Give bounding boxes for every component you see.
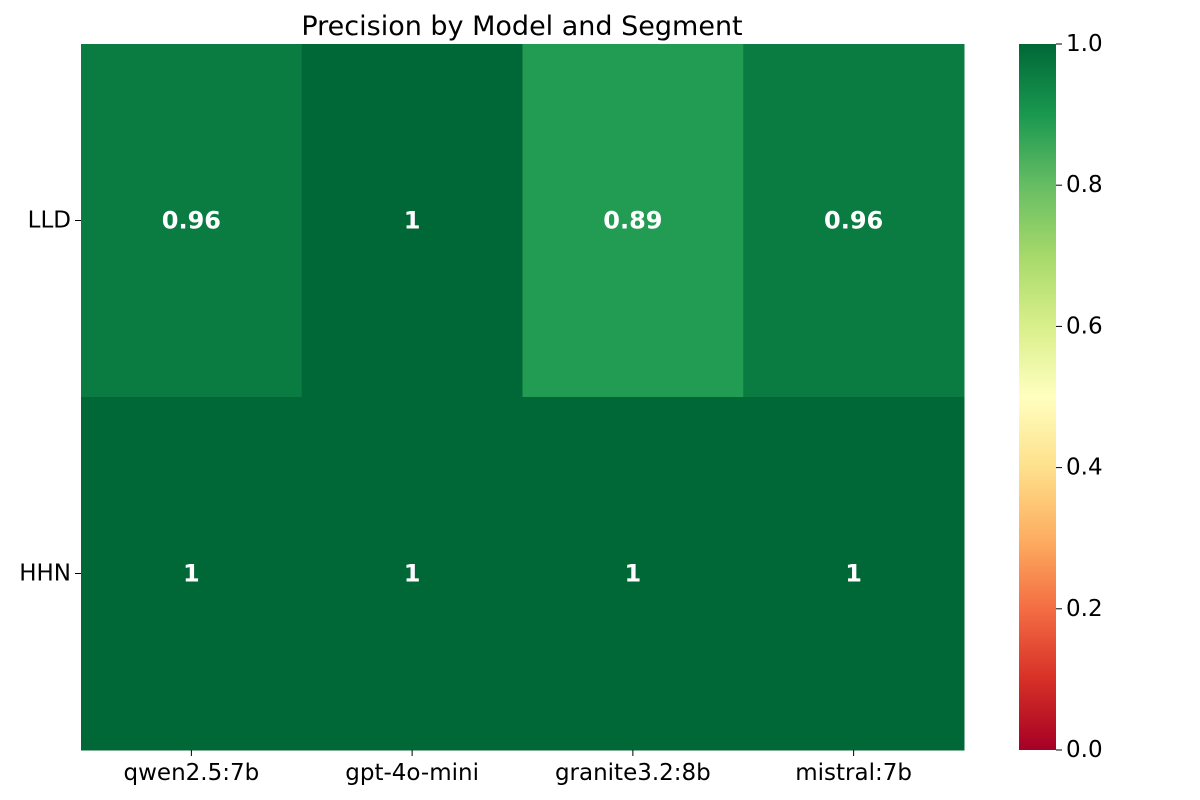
x-tick-label: mistral:7b <box>795 760 912 786</box>
x-axis: qwen2.5:7b gpt-4o-mini granite3.2:8b mistra… <box>124 750 912 786</box>
heatmap-cell <box>522 44 744 398</box>
heatmap-cell <box>81 397 303 751</box>
cell-value-label: 1 <box>183 560 200 588</box>
y-axis: LLD HHN <box>19 208 81 587</box>
x-tick-label: gpt-4o-mini <box>345 760 479 786</box>
y-tick-label: LLD <box>28 208 71 234</box>
heatmap-cell <box>301 44 523 398</box>
chart-title: Precision by Model and Segment <box>301 11 742 42</box>
x-tick-label: granite3.2:8b <box>555 760 711 786</box>
colorbar-tick-label: 0.0 <box>1066 737 1103 763</box>
colorbar-tick-label: 0.2 <box>1066 596 1103 622</box>
colorbar-tick-label: 0.6 <box>1066 313 1103 339</box>
colorbar-tick-label: 0.8 <box>1066 172 1103 198</box>
cell-value-label: 1 <box>625 560 642 588</box>
cell-value-label: 1 <box>404 560 421 588</box>
heatmap-cell <box>743 397 965 751</box>
heatmap-grid: 0.96 1 0.89 0.96 1 1 1 1 <box>81 44 965 751</box>
cell-value-label: 0.89 <box>603 207 662 235</box>
heatmap-cell <box>522 397 744 751</box>
cell-value-label: 0.96 <box>162 207 221 235</box>
cell-value-label: 1 <box>845 560 862 588</box>
heatmap-cell <box>301 397 523 751</box>
colorbar-gradient <box>1019 44 1056 750</box>
x-tick-label: qwen2.5:7b <box>124 760 260 786</box>
y-tick-label: HHN <box>19 561 71 587</box>
cell-value-label: 1 <box>404 207 421 235</box>
cell-value-label: 0.96 <box>824 207 883 235</box>
heatmap-cell <box>743 44 965 398</box>
colorbar-tick-label: 1.0 <box>1066 31 1103 57</box>
colorbar-tick-label: 0.4 <box>1066 455 1103 481</box>
heatmap-cell <box>81 44 303 398</box>
colorbar: 0.0 0.2 0.4 0.6 0.8 1.0 <box>1019 31 1103 763</box>
colorbar-ticks: 0.0 0.2 0.4 0.6 0.8 1.0 <box>1056 31 1103 763</box>
